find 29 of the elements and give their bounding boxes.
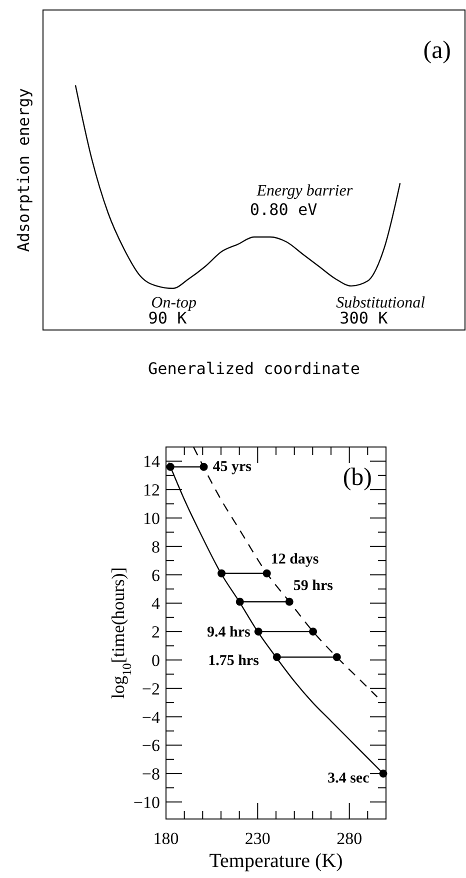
annotation: 12 days	[270, 551, 319, 568]
y-tick-label: 4	[152, 594, 160, 614]
x-tick-label: 230	[244, 829, 270, 848]
y-tick-label: −4	[142, 708, 160, 727]
y-tick-label: 8	[152, 537, 160, 556]
annotation: 3.4 sec	[328, 770, 370, 787]
y-tick-label: −8	[142, 764, 160, 784]
x-axis-title: Generalized coordinate	[148, 359, 360, 378]
chart-title: (a)	[423, 37, 451, 64]
y-tick-label: 14	[143, 452, 160, 472]
annotation: 0.80 eV	[250, 200, 318, 219]
x-tick-label: 280	[336, 829, 362, 848]
y-tick-label: −10	[133, 792, 160, 812]
y-tick-label: 0	[152, 650, 160, 670]
annotation: Energy barrier	[256, 182, 354, 200]
y-tick-label: 6	[152, 566, 160, 585]
y-tick-label: −2	[142, 679, 160, 698]
annotation: 1.75 hrs	[208, 653, 260, 670]
y-tick-label: 2	[152, 622, 160, 642]
annotation: 9.4 hrs	[207, 624, 251, 641]
x-tick-label: 180	[153, 829, 179, 848]
x-axis-title: Temperature (K)	[209, 850, 343, 872]
annotation: 45 yrs	[212, 458, 252, 475]
y-tick-label: 12	[143, 480, 160, 500]
y-axis-title: Adsorption energy	[14, 88, 33, 252]
y-tick-label: 10	[143, 508, 160, 528]
y-tick-label: −6	[142, 736, 160, 756]
annotation: 59 hrs	[293, 578, 334, 594]
text: (b)	[342, 464, 372, 491]
